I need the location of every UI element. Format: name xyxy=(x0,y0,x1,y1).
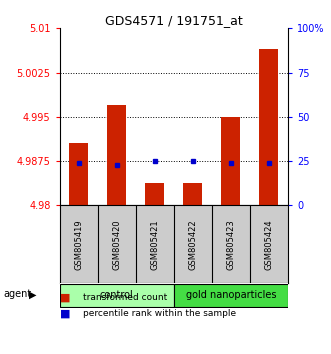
Bar xyxy=(145,183,164,205)
Text: ■: ■ xyxy=(60,308,70,318)
Text: GSM805421: GSM805421 xyxy=(150,219,159,270)
Bar xyxy=(60,285,174,307)
Text: control: control xyxy=(100,290,133,300)
Text: GSM805423: GSM805423 xyxy=(226,219,235,270)
Text: percentile rank within the sample: percentile rank within the sample xyxy=(83,309,236,318)
Bar xyxy=(174,285,288,307)
Text: agent: agent xyxy=(3,289,31,299)
Bar xyxy=(221,117,240,205)
Text: transformed count: transformed count xyxy=(83,293,167,302)
Bar xyxy=(260,49,278,205)
Text: ▶: ▶ xyxy=(29,289,37,299)
Bar xyxy=(69,143,88,205)
Text: gold nanoparticles: gold nanoparticles xyxy=(186,290,276,300)
Bar xyxy=(183,183,202,205)
Text: GSM805424: GSM805424 xyxy=(264,219,273,270)
Text: GSM805419: GSM805419 xyxy=(74,219,83,270)
Text: GSM805420: GSM805420 xyxy=(112,219,121,270)
Bar xyxy=(107,105,126,205)
Text: ■: ■ xyxy=(60,292,70,302)
Text: GSM805422: GSM805422 xyxy=(188,219,197,270)
Title: GDS4571 / 191751_at: GDS4571 / 191751_at xyxy=(105,14,243,27)
